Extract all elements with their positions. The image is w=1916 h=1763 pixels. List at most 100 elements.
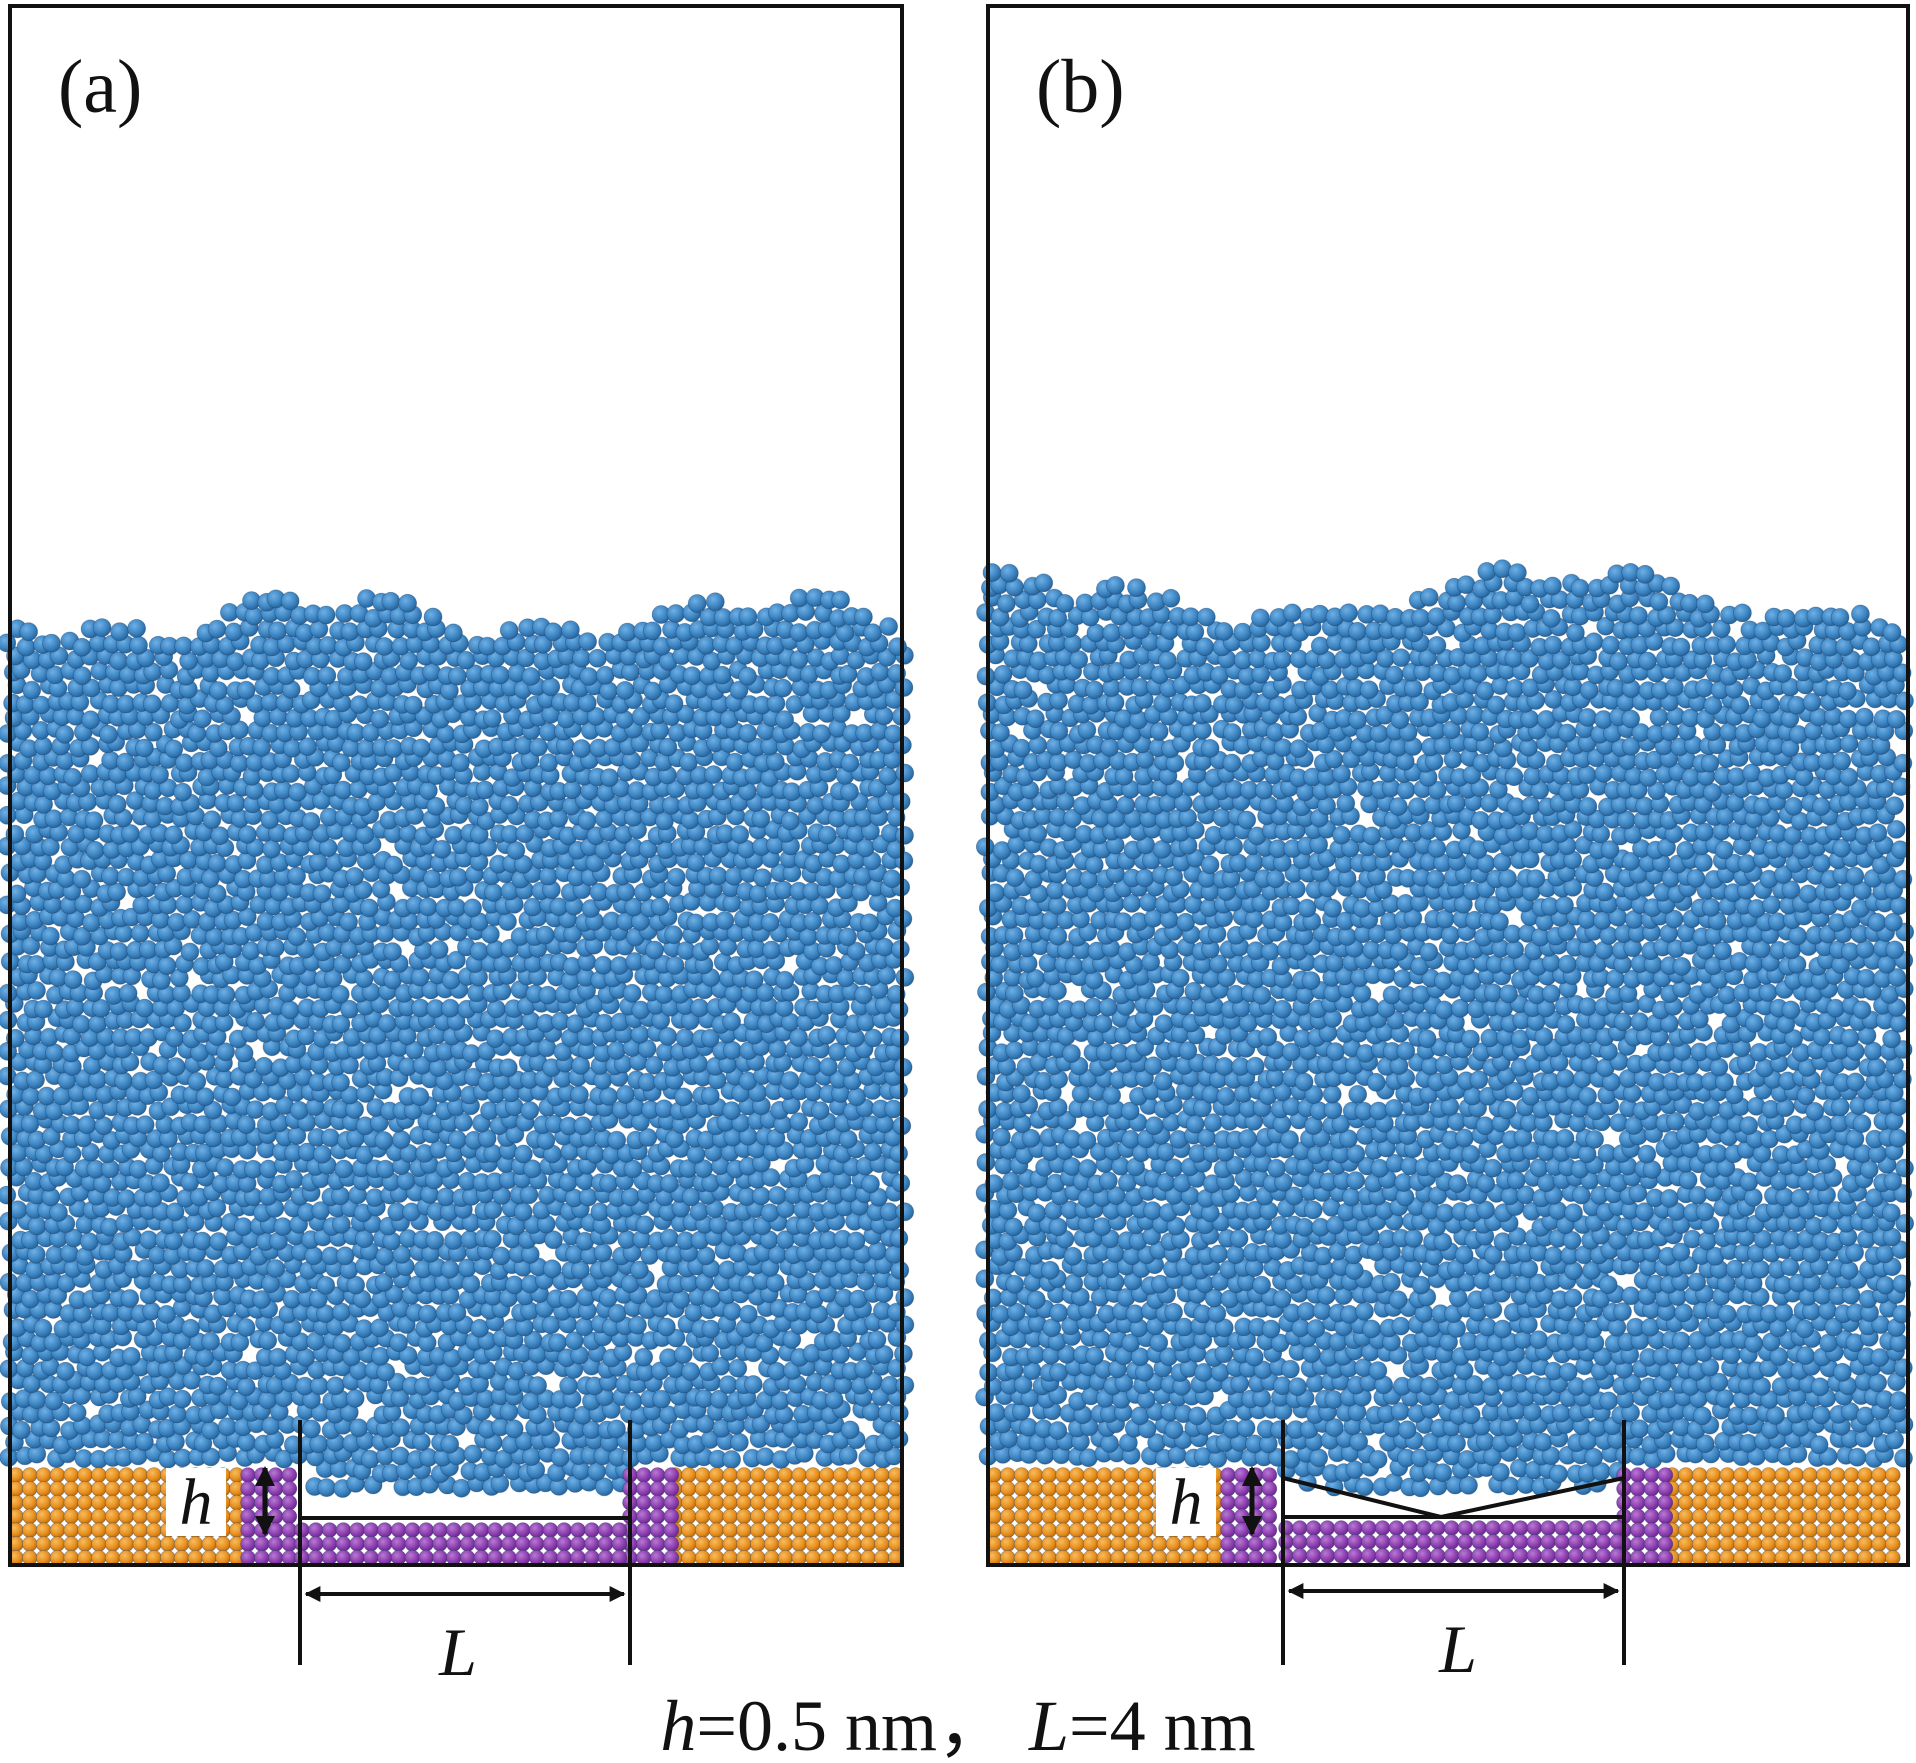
water-molecule	[760, 1203, 780, 1223]
water-molecule	[722, 1040, 742, 1060]
water-molecule	[1795, 1319, 1815, 1339]
water-molecule	[85, 840, 105, 860]
groove-wall-atom	[418, 1522, 435, 1538]
water-molecule	[863, 1028, 883, 1048]
substrate-atom	[694, 1522, 711, 1538]
water-molecule	[616, 882, 636, 902]
water-molecule	[686, 853, 706, 872]
substrate-atom	[874, 1508, 890, 1525]
water-molecule	[722, 1012, 741, 1031]
water-molecule	[1598, 1275, 1618, 1295]
water-molecule	[775, 710, 794, 729]
substrate-atom	[35, 1508, 52, 1525]
substrate-atom	[749, 1494, 766, 1511]
water-molecule	[173, 782, 193, 802]
water-molecule	[114, 924, 134, 943]
water-molecule	[107, 794, 127, 814]
water-molecule	[874, 706, 894, 726]
substrate-atom	[763, 1522, 780, 1538]
water-molecule	[63, 970, 83, 989]
substrate-atom	[846, 1481, 863, 1497]
substrate-atom	[91, 1536, 107, 1552]
substrate-atom	[777, 1522, 794, 1538]
water-molecule	[72, 666, 92, 686]
water-molecule	[600, 768, 619, 787]
water-molecule	[1362, 1319, 1381, 1339]
water-molecule	[690, 998, 709, 1018]
water-molecule	[884, 724, 903, 744]
water-molecule	[175, 895, 195, 914]
substrate-atom	[146, 1494, 162, 1511]
water-molecule	[52, 1086, 72, 1106]
water-molecule	[226, 793, 246, 813]
water-molecule	[573, 1116, 593, 1136]
water-molecule	[180, 942, 200, 962]
groove-wall-atom	[649, 1522, 666, 1538]
water-molecule	[1529, 1330, 1549, 1350]
groove-wall-atom	[253, 1550, 270, 1566]
water-molecule	[773, 678, 793, 698]
water-molecule	[578, 632, 597, 651]
water-molecule	[339, 912, 359, 932]
water-molecule	[1397, 1420, 1417, 1440]
substrate-atom	[35, 1494, 52, 1511]
water-molecule	[27, 981, 46, 1000]
water-molecule	[1281, 1359, 1300, 1379]
substrate-atom	[805, 1467, 821, 1483]
substrate-atom	[708, 1494, 725, 1511]
substrate-atom	[791, 1494, 807, 1511]
water-molecule	[700, 1343, 720, 1363]
water-molecule	[92, 618, 112, 637]
water-molecule	[513, 1202, 533, 1222]
water-molecule	[422, 869, 442, 889]
water-molecule	[164, 825, 184, 845]
water-molecule	[542, 1259, 562, 1279]
water-molecule	[499, 795, 519, 815]
water-molecule	[861, 1174, 880, 1194]
water-molecule	[27, 955, 46, 974]
water-molecule	[1309, 1448, 1329, 1468]
water-molecule	[1584, 1447, 1604, 1467]
water-molecule	[1810, 1377, 1830, 1397]
water-molecule	[889, 1403, 909, 1423]
substrate-atom	[21, 1550, 38, 1566]
groove-wall-atom	[473, 1536, 490, 1552]
water-molecule	[743, 1375, 763, 1394]
water-molecule	[129, 635, 148, 655]
water-molecule	[840, 782, 859, 802]
substrate-atom	[680, 1494, 697, 1511]
water-molecule	[767, 1361, 786, 1381]
water-molecule	[607, 1130, 627, 1150]
substrate-atom	[77, 1536, 93, 1552]
substrate-atom	[49, 1467, 66, 1483]
substrate-atom	[736, 1522, 752, 1538]
panel-a: h L (a)	[0, 4, 915, 1690]
substrate-atom	[132, 1467, 149, 1483]
water-molecule	[658, 1027, 678, 1046]
groove-wall-atom	[556, 1549, 572, 1566]
water-molecule	[645, 940, 664, 960]
water-molecule	[187, 1072, 207, 1091]
water-molecule	[1063, 1246, 1083, 1266]
water-molecule	[164, 739, 184, 759]
groove-wall-atom	[376, 1549, 393, 1566]
water-molecule	[738, 723, 758, 743]
substrate-atom	[805, 1550, 821, 1566]
water-molecule	[1270, 1420, 1289, 1440]
substrate-atom	[21, 1481, 38, 1497]
substrate-atom	[694, 1536, 711, 1552]
groove-wall-atom	[240, 1494, 256, 1511]
substrate-atom	[104, 1550, 121, 1566]
groove-wall-atom	[267, 1508, 284, 1525]
water-molecule	[110, 622, 129, 642]
water-molecule	[780, 1071, 800, 1090]
water-molecule	[884, 1099, 903, 1119]
water-molecule	[63, 767, 82, 787]
water-molecule	[1833, 1362, 1852, 1382]
water-molecule	[1349, 1432, 1369, 1452]
substrate-atom	[77, 1522, 93, 1538]
substrate-atom	[874, 1467, 890, 1483]
substrate-atom	[749, 1508, 766, 1525]
water-molecule	[1461, 1405, 1481, 1425]
water-molecule	[166, 1057, 186, 1076]
